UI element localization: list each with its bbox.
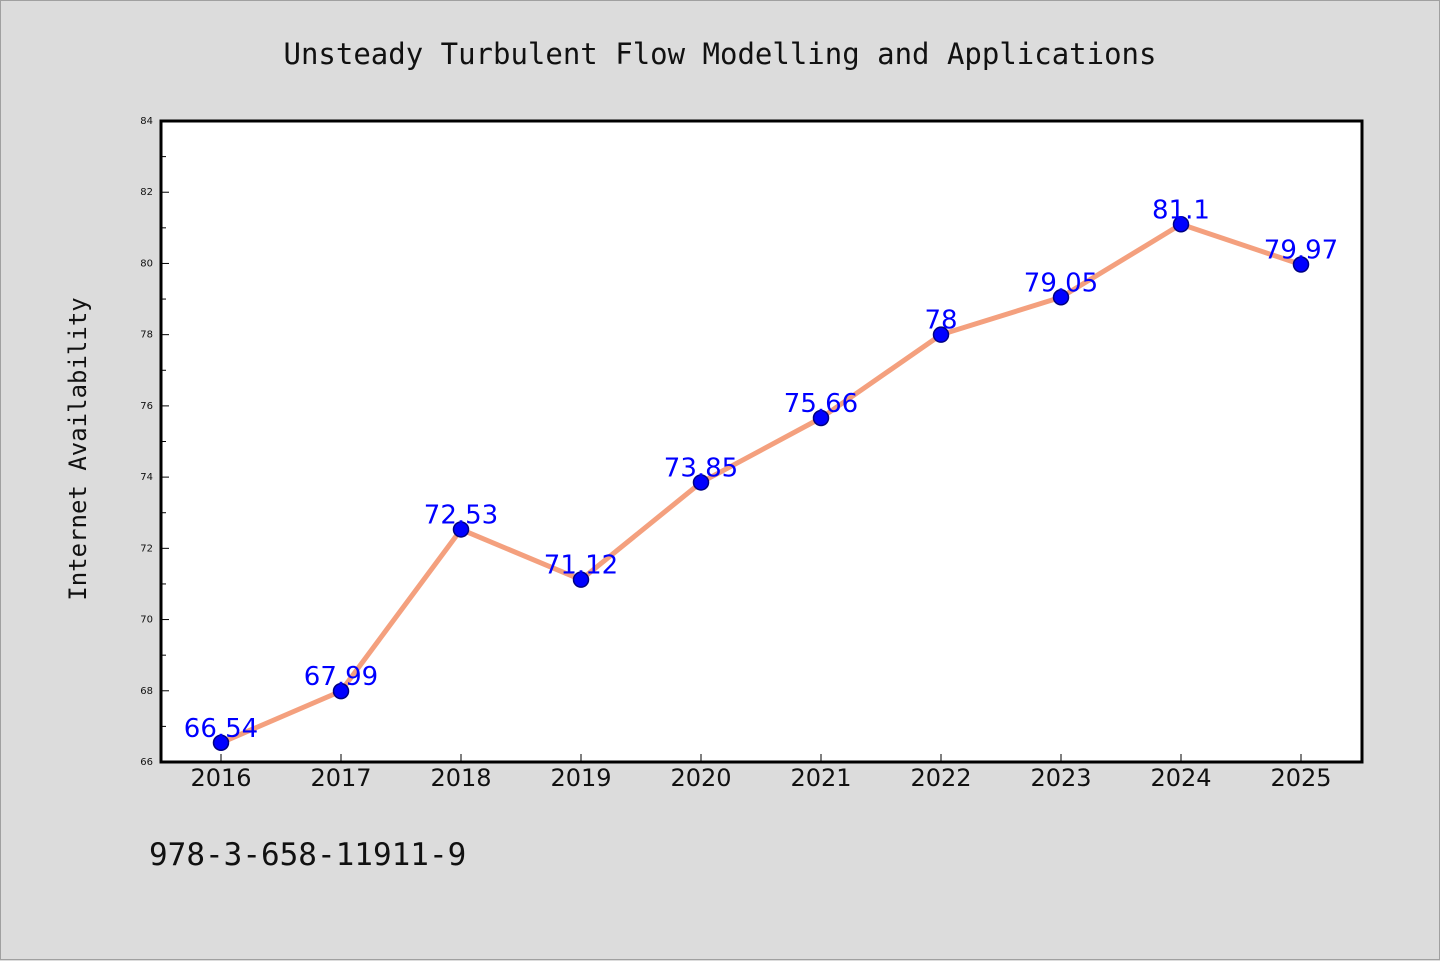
y-tick-label: 70 bbox=[140, 615, 153, 626]
data-point bbox=[332, 682, 350, 700]
x-tick-label: 2018 bbox=[430, 764, 491, 792]
isbn-footer: 978-3-658-11911-9 bbox=[149, 837, 466, 873]
data-labels-layer: 66.54 67.99 72.53 71.12 73.85 75.66 78 79.05 81.… bbox=[184, 195, 1338, 743]
x-tick-label: 2025 bbox=[1270, 764, 1331, 792]
data-label: 75.66 bbox=[784, 389, 858, 419]
y-tick-label: 84 bbox=[140, 116, 153, 127]
x-tick-label: 2019 bbox=[550, 764, 611, 792]
series-line bbox=[218, 221, 1304, 746]
y-tick-label: 82 bbox=[140, 187, 153, 198]
data-point bbox=[452, 521, 470, 538]
y-tick-label: 66 bbox=[140, 757, 153, 768]
y-tick-label: 78 bbox=[140, 330, 153, 341]
data-point bbox=[1292, 256, 1310, 273]
x-axis-ticks: 2016 2017 2018 2019 2020 2021 2022 2023 2024 2025 bbox=[190, 754, 1332, 792]
data-label: 71.12 bbox=[544, 551, 618, 581]
series-line-layer bbox=[218, 221, 1304, 746]
data-label: 79.97 bbox=[1264, 236, 1338, 266]
y-tick-label: 74 bbox=[140, 472, 153, 483]
plot-area bbox=[161, 121, 1362, 762]
y-tick-label: 76 bbox=[140, 401, 153, 412]
x-tick-label: 2023 bbox=[1030, 764, 1091, 792]
x-tick-label: 2022 bbox=[910, 764, 971, 792]
data-point bbox=[812, 409, 830, 427]
data-label: 81.1 bbox=[1152, 195, 1210, 225]
chart-title: Unsteady Turbulent Flow Modelling and Ap… bbox=[284, 37, 1157, 71]
data-label: 67.99 bbox=[304, 662, 378, 692]
x-tick-label: 2020 bbox=[670, 764, 731, 792]
data-point bbox=[692, 474, 710, 491]
x-tick-label: 2024 bbox=[1150, 764, 1211, 792]
x-tick-label: 2016 bbox=[190, 764, 251, 792]
y-tick-label: 68 bbox=[140, 686, 153, 697]
data-label: 73.85 bbox=[664, 453, 738, 483]
data-label: 79.05 bbox=[1024, 268, 1098, 298]
y-tick-label: 72 bbox=[140, 543, 153, 554]
data-point bbox=[572, 571, 590, 588]
x-tick-label: 2017 bbox=[310, 764, 371, 792]
data-point bbox=[1172, 216, 1190, 233]
data-label: 78 bbox=[924, 306, 957, 336]
y-tick-label: 80 bbox=[140, 258, 153, 269]
data-label: 72.53 bbox=[424, 500, 498, 530]
data-points-layer bbox=[212, 216, 1310, 752]
x-tick-label: 2021 bbox=[790, 764, 851, 792]
data-point bbox=[212, 734, 230, 752]
y-axis-label: Internet Availability bbox=[64, 297, 92, 600]
plot-border bbox=[159, 119, 1364, 764]
data-point bbox=[1052, 289, 1070, 306]
data-label: 66.54 bbox=[184, 714, 258, 744]
data-point bbox=[932, 326, 950, 343]
